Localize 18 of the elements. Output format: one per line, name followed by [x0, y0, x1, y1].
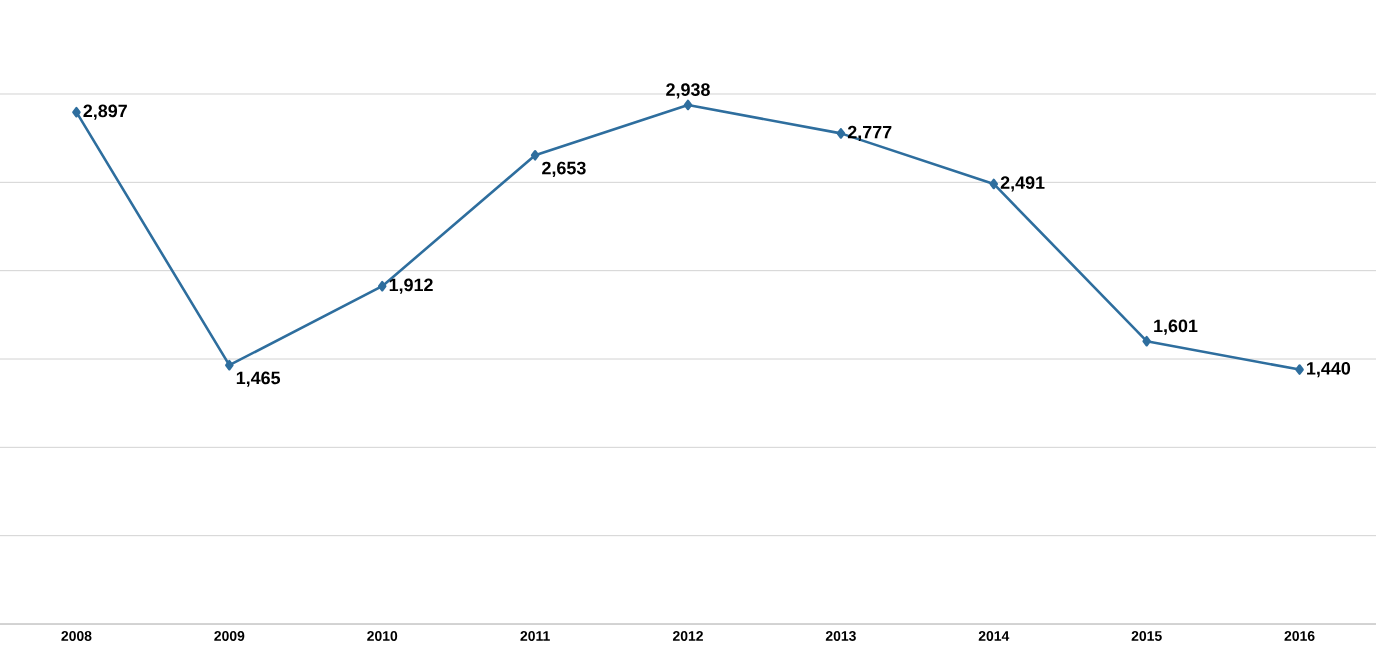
point: [72, 106, 81, 118]
data-label: 2,653: [542, 161, 586, 177]
point: [683, 99, 693, 111]
data-label: 1,465: [236, 371, 281, 387]
point: [836, 128, 846, 139]
point: [989, 178, 999, 190]
point: [377, 280, 387, 292]
data-label: 1,601: [1154, 319, 1198, 335]
point: [530, 150, 540, 161]
point: [225, 359, 234, 371]
data-label: 1,912: [389, 278, 433, 294]
data-label: 2,491: [1000, 176, 1045, 192]
data-label: 1,440: [1307, 361, 1351, 378]
point: [1295, 364, 1304, 375]
data-label: 2,777: [847, 125, 892, 142]
point: [1142, 335, 1151, 347]
data-label: 2,938: [666, 83, 710, 99]
data-label: 2,897: [83, 104, 127, 120]
